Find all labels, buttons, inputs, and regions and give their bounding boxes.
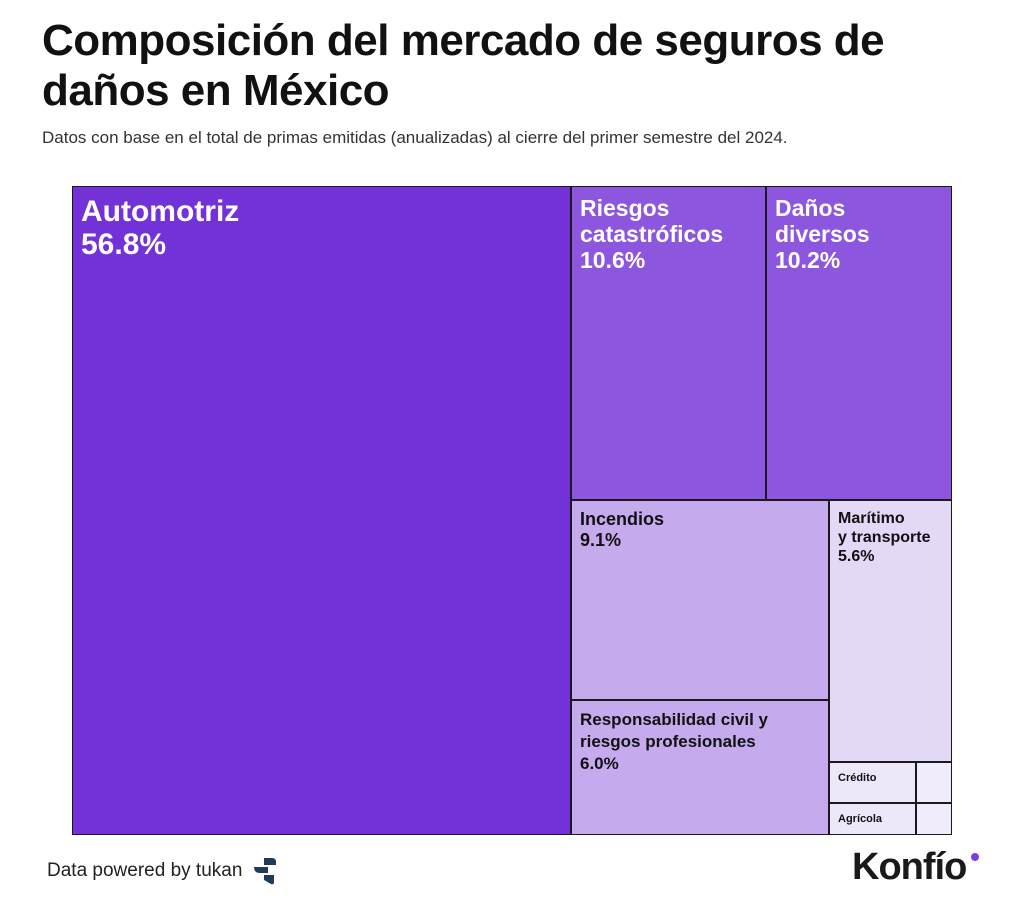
cell-name: y transporte (838, 529, 931, 546)
cell-label: Crédito (838, 771, 911, 785)
cell-name: Crédito (838, 772, 877, 784)
cell-label: Automotriz 56.8% (81, 195, 566, 261)
cell-name: Responsabilidad civil y (580, 710, 769, 729)
cell-name: Incendios (580, 509, 665, 529)
cell-label: Daños diversos 10.2% (775, 195, 947, 273)
cell-value: 5.6% (838, 548, 875, 565)
cell-name: catastróficos (580, 221, 724, 247)
cell-label: Responsabilidad civil y riesgos profesion… (580, 709, 824, 775)
cell-value: 6.0% (580, 754, 619, 773)
tukan-logo-icon (254, 858, 277, 885)
chart-title: Composición del mercado de seguros de da… (42, 16, 885, 115)
treemap-cell (916, 803, 952, 835)
konfio-logo: Konfío (852, 846, 967, 888)
treemap-cell: Riesgos catastróficos 10.6% (571, 186, 766, 500)
cell-name: Daños (775, 195, 846, 221)
cell-value: 10.6% (580, 247, 646, 273)
cell-name: Riesgos (580, 195, 670, 221)
cell-label: Incendios 9.1% (580, 509, 824, 551)
cell-label: Marítimo y transporte 5.6% (838, 509, 947, 566)
treemap-cell: Daños diversos 10.2% (766, 186, 952, 500)
brand-dot-icon (971, 853, 979, 861)
cell-value: 9.1% (580, 530, 622, 550)
source-credit: Data powered by tukan (47, 856, 278, 886)
treemap-cell: Marítimo y transporte 5.6% (829, 500, 952, 762)
cell-name: Automotriz (81, 195, 240, 228)
chart-subtitle: Datos con base en el total de primas emi… (42, 128, 788, 147)
treemap-cell: Crédito (829, 762, 916, 803)
treemap-cell: Automotriz 56.8% (72, 186, 571, 835)
cell-label: Riesgos catastróficos 10.6% (580, 195, 761, 273)
cell-name: Marítimo (838, 510, 905, 527)
cell-name: diversos (775, 221, 870, 247)
treemap-cell (916, 762, 952, 803)
cell-value: 56.8% (81, 228, 167, 261)
cell-name: Agrícola (838, 813, 883, 825)
cell-value: 10.2% (775, 247, 841, 273)
source-text: Data powered by tukan (47, 860, 243, 881)
treemap-cell: Agrícola (829, 803, 916, 835)
treemap-cell: Responsabilidad civil y riesgos profesion… (571, 700, 829, 835)
cell-label: Agrícola (838, 812, 911, 826)
treemap-chart: Automotriz 56.8% Riesgos catastróficos 10.6%… (72, 186, 952, 835)
cell-name: riesgos profesionales (580, 732, 756, 751)
treemap-cell: Incendios 9.1% (571, 500, 829, 700)
